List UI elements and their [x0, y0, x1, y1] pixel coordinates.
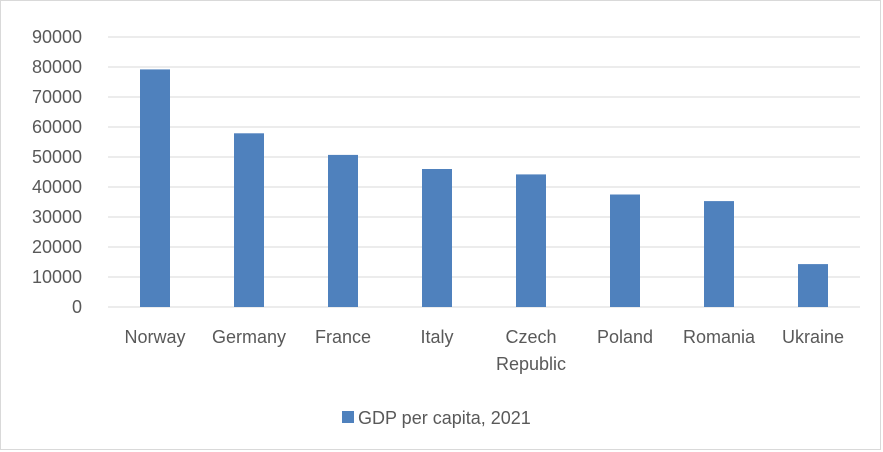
- x-category-label: Romania: [683, 327, 756, 347]
- bar-romania: [704, 201, 734, 307]
- x-category-label: Czech Republic: [496, 327, 566, 374]
- bar-germany: [234, 133, 264, 307]
- legend: GDP per capita, 2021: [342, 408, 531, 428]
- x-category-label: Poland: [597, 327, 653, 347]
- x-category-label: Germany: [212, 327, 286, 347]
- bar-ukraine: [798, 264, 828, 307]
- y-tick-label: 70000: [32, 87, 82, 107]
- bar-poland: [610, 194, 640, 307]
- bar-czech-republic: [516, 174, 546, 307]
- y-tick-label: 30000: [32, 207, 82, 227]
- y-tick-label: 0: [72, 297, 82, 317]
- y-tick-label: 90000: [32, 27, 82, 47]
- x-axis-labels: Norway Germany France Italy Czech Republic Pol…: [124, 327, 844, 374]
- y-tick-label: 40000: [32, 177, 82, 197]
- y-tick-label: 10000: [32, 267, 82, 287]
- bar-france: [328, 154, 358, 307]
- y-tick-label: 60000: [32, 117, 82, 137]
- y-tick-label: 20000: [32, 237, 82, 257]
- y-tick-label: 50000: [32, 147, 82, 167]
- x-category-label: Ukraine: [782, 327, 844, 347]
- legend-swatch: [342, 411, 354, 423]
- bar-italy: [422, 169, 452, 307]
- bars: [140, 69, 828, 308]
- x-category-label: Norway: [124, 327, 185, 347]
- gridlines: [108, 36, 860, 308]
- y-tick-label: 80000: [32, 57, 82, 77]
- bar-norway: [140, 69, 170, 308]
- legend-label: GDP per capita, 2021: [358, 408, 531, 428]
- x-category-label: Italy: [420, 327, 453, 347]
- y-axis-ticks: 0 10000 20000 30000 40000 50000 60000 70000 8000…: [32, 27, 82, 317]
- x-category-label: France: [315, 327, 371, 347]
